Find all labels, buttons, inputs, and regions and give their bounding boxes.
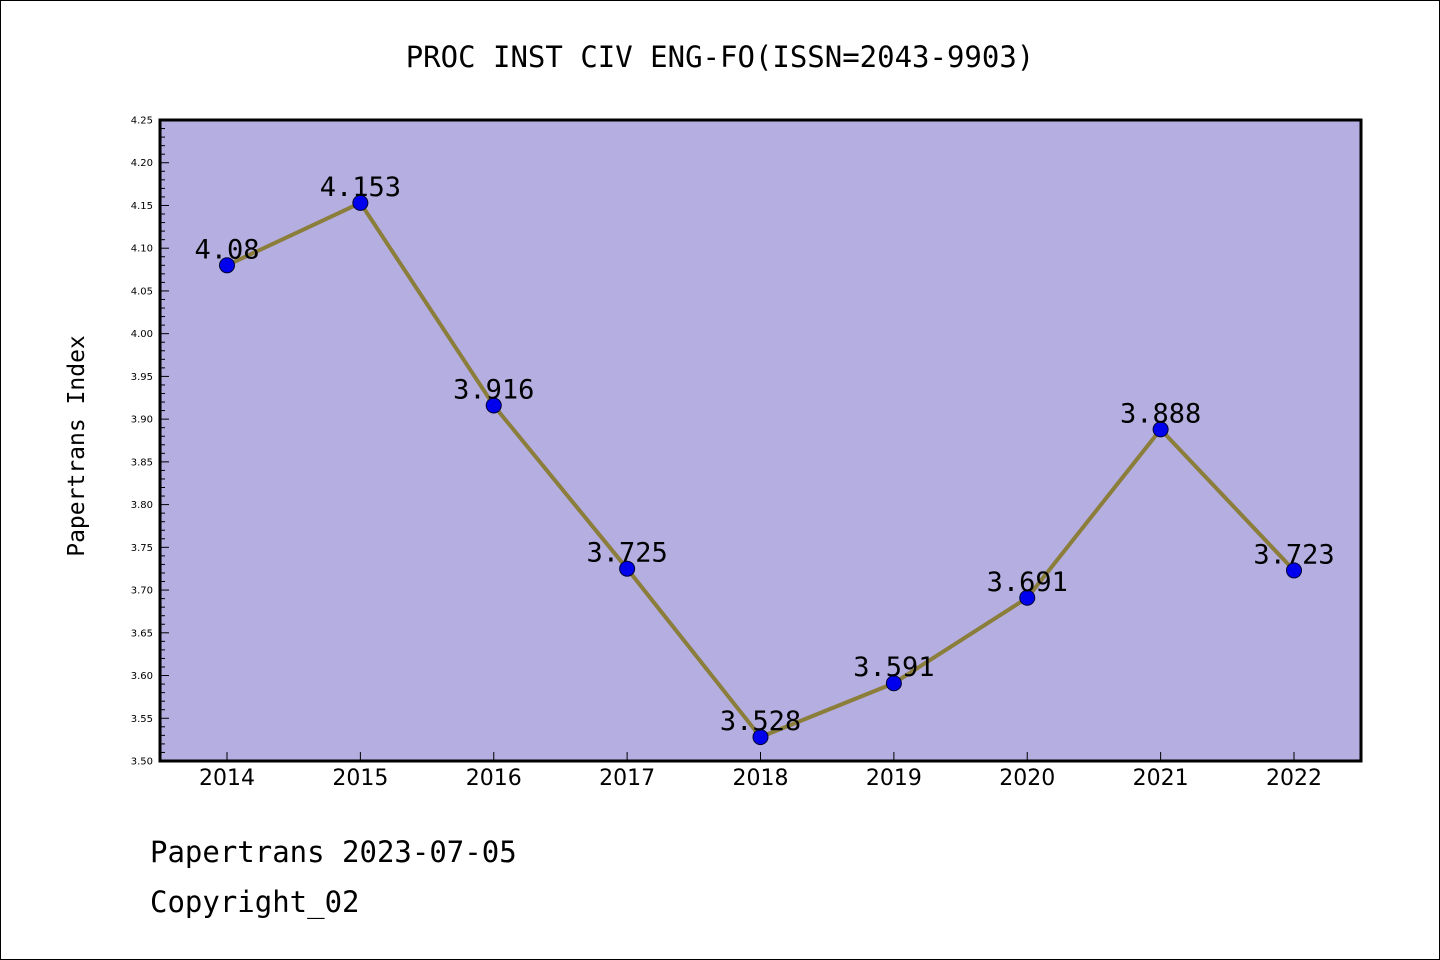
data-point-marker: [1286, 562, 1302, 579]
x-tick-label: 2021: [1133, 766, 1189, 791]
x-axis: 2014 2015 2016 2017 2018 2019 2020 2021 2022: [199, 752, 1322, 791]
data-label: 3.888: [1120, 398, 1201, 429]
y-axis-label: Papertrans Index: [64, 335, 90, 557]
y-tick-label: 4.15: [131, 201, 153, 212]
y-tick-label: 4.25: [131, 116, 153, 127]
y-tick-label: 3.80: [131, 500, 153, 511]
data-point-marker: [619, 560, 636, 577]
data-label: 3.591: [853, 652, 934, 683]
data-label: 3.528: [720, 706, 801, 737]
data-point-marker: [752, 729, 769, 746]
y-tick-label: 3.75: [131, 543, 153, 554]
data-point-marker: [352, 194, 369, 211]
data-label: 3.723: [1253, 539, 1334, 570]
data-label: 4.08: [194, 234, 259, 265]
y-tick-label: 3.60: [131, 671, 153, 682]
y-tick-label: 3.90: [131, 415, 153, 426]
footer-copyright: Copyright_02: [150, 885, 360, 919]
y-tick-label: 3.50: [131, 757, 153, 768]
data-label: 3.691: [987, 567, 1068, 598]
y-tick-label: 4.05: [131, 286, 153, 297]
y-tick-label: 3.85: [131, 457, 153, 468]
x-tick-label: 2015: [332, 766, 388, 791]
x-tick-label: 2017: [599, 766, 655, 791]
plot-area: [158, 118, 1363, 763]
data-label: 4.153: [320, 172, 401, 203]
data-point-marker: [1019, 589, 1036, 606]
x-tick-label: 2019: [866, 766, 922, 791]
y-axis: 3.50 3.55 3.60 3.65 3.70 3.75 3.80 3.85 3.90 3.95…: [131, 116, 169, 768]
data-point-marker: [485, 397, 502, 414]
data-point-marker: [219, 257, 235, 274]
x-tick-label: 2020: [999, 766, 1055, 791]
x-tick-label: 2016: [466, 766, 522, 791]
chart-title: PROC INST CIV ENG-FO(ISSN=2043-9903): [406, 40, 1035, 74]
data-point-marker: [885, 675, 902, 692]
x-tick-label: 2018: [733, 766, 789, 791]
x-tick-label: 2014: [199, 766, 255, 791]
data-label: 3.916: [453, 374, 534, 405]
y-tick-label: 4.00: [131, 329, 153, 340]
y-tick-label: 3.95: [131, 372, 153, 383]
data-label: 3.725: [586, 538, 667, 569]
y-tick-label: 4.10: [131, 244, 153, 255]
y-tick-label: 3.55: [131, 714, 153, 725]
x-tick-label: 2022: [1266, 766, 1322, 791]
data-point-marker: [1152, 421, 1169, 438]
y-tick-label: 3.70: [131, 586, 153, 597]
y-tick-label: 3.65: [131, 628, 153, 639]
footer-date: Papertrans 2023-07-05: [150, 835, 517, 869]
series-line: 4.08 4.153 3.916 3.725 3.528 3.591 3.691 3.888 3…: [194, 172, 1335, 746]
y-tick-label: 4.20: [131, 158, 153, 169]
